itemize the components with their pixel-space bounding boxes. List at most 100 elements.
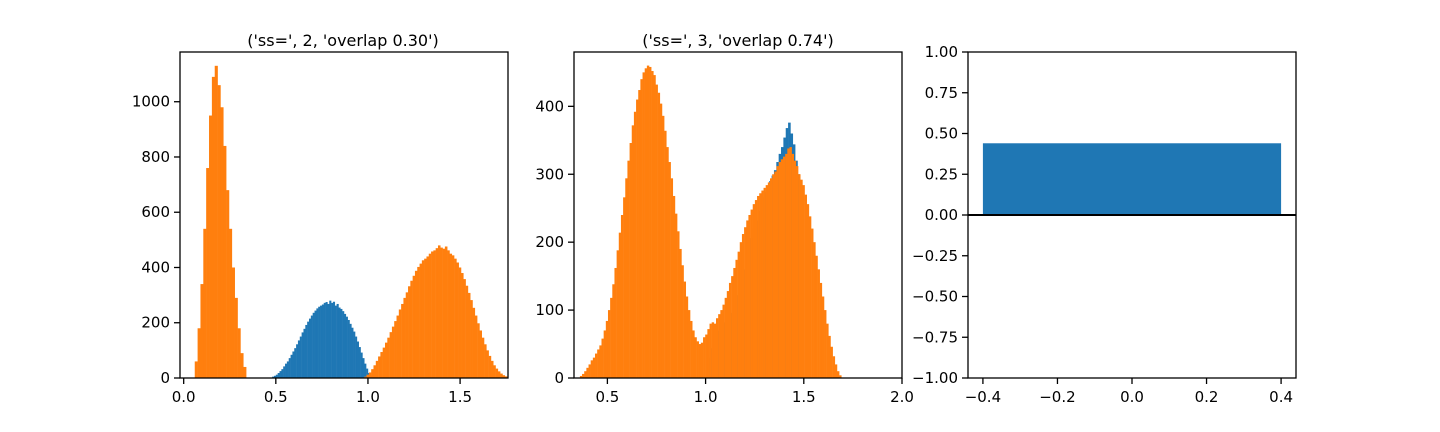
histogram-bar	[472, 307, 476, 378]
histogram-bar	[504, 376, 508, 378]
histogram-bar	[726, 291, 730, 378]
histogram-bar	[382, 347, 386, 378]
histogram-bar	[599, 345, 602, 378]
histogram-bar	[582, 373, 585, 378]
histogram-bar	[724, 297, 728, 378]
subplot-1-title: ('ss=', 2, 'overlap 0.30')	[247, 31, 438, 50]
histogram-bar	[294, 348, 297, 378]
histogram-bar	[752, 204, 756, 378]
histogram-bar	[331, 302, 334, 378]
histogram-bar	[206, 168, 210, 378]
histogram-bar	[458, 267, 462, 378]
histogram-bar	[310, 315, 313, 378]
histogram-bar	[815, 255, 818, 378]
y-tick-label: 1.00	[925, 43, 958, 61]
histogram-bar	[668, 162, 671, 378]
histogram-bar	[451, 255, 455, 378]
y-tick-label: 0	[160, 369, 170, 387]
histogram-bar	[722, 304, 725, 378]
histogram-bar	[303, 328, 306, 378]
histogram-bar	[414, 270, 418, 378]
histogram-bar	[243, 366, 247, 378]
histogram-bar	[197, 328, 201, 378]
histogram-bar	[703, 337, 706, 378]
histogram-bar	[761, 190, 764, 378]
histogram-bar	[470, 300, 473, 378]
histogram-bar	[601, 338, 604, 378]
histogram-bar	[194, 361, 198, 378]
histogram-bar	[368, 372, 372, 378]
histogram-bar	[694, 337, 697, 378]
histogram-bar	[200, 284, 204, 378]
histogram-bar	[834, 364, 838, 378]
y-tick-label: 800	[141, 148, 170, 166]
histogram-bar	[692, 330, 695, 378]
histogram-bar	[707, 329, 710, 378]
histogram-bar	[696, 341, 699, 378]
histogram-bar	[229, 228, 233, 378]
histogram-bar	[804, 194, 807, 378]
histogram-bar	[625, 178, 628, 378]
histogram-bar	[286, 361, 289, 378]
histogram-bar	[681, 265, 684, 378]
histogram-bar	[733, 267, 736, 378]
histogram-bar	[394, 321, 397, 378]
histogram-bar	[444, 246, 448, 378]
axes-frame	[573, 51, 903, 379]
x-tick-label: 1.0	[694, 388, 718, 406]
histogram-bar	[798, 174, 801, 378]
histogram-bar	[356, 341, 359, 378]
histogram-bar	[349, 323, 352, 378]
histogram-bar	[433, 250, 436, 378]
histogram-bar	[672, 195, 676, 378]
histogram-bar	[277, 373, 280, 378]
histogram-bar	[362, 358, 365, 378]
histogram-bar	[664, 130, 667, 378]
histogram-bar	[651, 71, 654, 379]
subplot-3: −0.4 −0.2 0.0 0.2 0.4 −1.00 −0.75 −0.50 −0.25 0.0…	[912, 43, 1297, 406]
histogram-bar	[618, 232, 622, 378]
histogram-bar	[426, 256, 430, 378]
histogram-bar	[240, 353, 244, 378]
histogram-bar	[640, 79, 643, 379]
histogram-bar	[226, 190, 230, 378]
histogram-bar	[698, 344, 702, 378]
histogram-bar	[754, 200, 758, 378]
histogram-bar	[437, 245, 441, 378]
histogram-bar	[401, 303, 404, 378]
histogram-bar	[214, 65, 218, 378]
axes-frame	[967, 51, 1297, 379]
histogram-bar	[595, 353, 598, 378]
histogram-bar	[744, 227, 747, 378]
histogram-bar	[642, 72, 645, 378]
histogram-bar	[344, 313, 347, 378]
histogram-bar	[579, 375, 583, 378]
histogram-bar	[387, 337, 390, 378]
histogram-bar	[720, 310, 723, 378]
histogram-bar	[782, 156, 786, 378]
histogram-bar	[431, 251, 434, 378]
histogram-bar	[275, 374, 278, 378]
histogram-bar	[237, 328, 241, 378]
histogram-bar	[584, 371, 587, 378]
histogram-bar	[385, 342, 388, 378]
histogram-bar	[358, 347, 361, 378]
y-tick-label: 400	[535, 97, 564, 115]
histogram-bar	[424, 258, 427, 378]
y-tick-label: −0.50	[912, 288, 958, 306]
histogram-bar	[477, 323, 480, 378]
histogram-bar	[750, 209, 753, 378]
bar	[982, 143, 1282, 215]
histogram-bar	[731, 276, 734, 378]
histogram-bar	[653, 75, 656, 378]
histogram-bar	[655, 84, 658, 378]
histogram-bar	[735, 259, 738, 378]
histogram-bar	[351, 327, 354, 378]
histogram-bar	[380, 352, 383, 378]
histogram-bar	[627, 160, 630, 378]
histogram-bar	[821, 296, 825, 378]
histogram-bar	[763, 187, 766, 378]
histogram-bar	[709, 323, 712, 378]
x-tick-label: 0.0	[1120, 388, 1144, 406]
histogram-bar	[484, 344, 487, 378]
